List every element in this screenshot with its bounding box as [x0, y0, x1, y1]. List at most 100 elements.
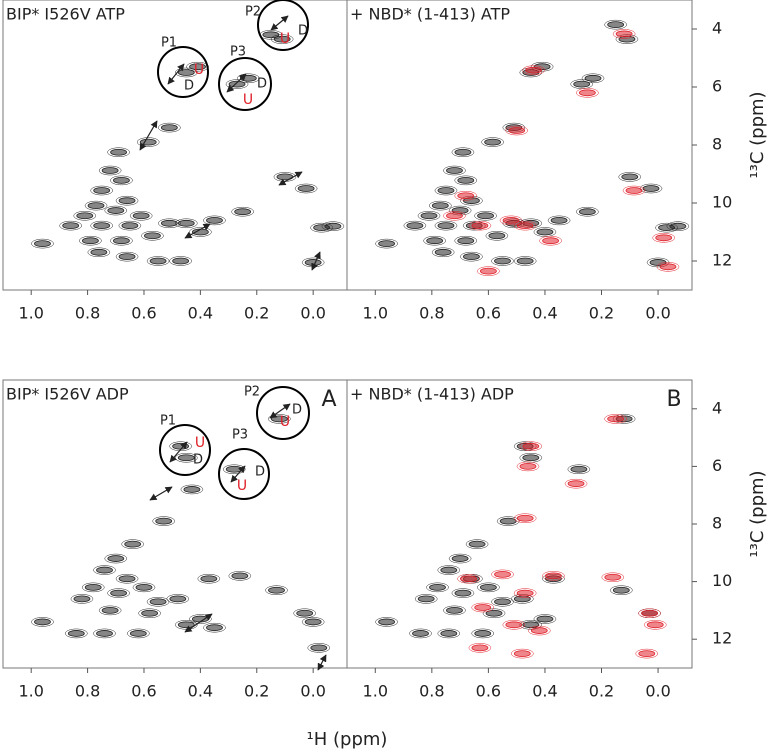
- peak-contour: [601, 572, 625, 583]
- peak: [304, 259, 322, 266]
- peak-contour: [638, 608, 661, 619]
- peak: [516, 514, 534, 522]
- peak: [451, 555, 469, 562]
- x-tick-label: 0.8: [419, 304, 444, 323]
- peak-contour: [482, 608, 506, 619]
- peak-contour: [530, 61, 554, 72]
- peak: [90, 248, 108, 256]
- peak: [93, 222, 111, 230]
- peak: [457, 192, 475, 200]
- peak-contour: [443, 165, 466, 176]
- peak: [584, 74, 602, 82]
- peak-contour: [457, 573, 480, 584]
- annotation: U: [194, 62, 204, 78]
- peak-contour: [426, 582, 449, 593]
- x-tick-label: 0.2: [244, 682, 269, 701]
- peak: [429, 583, 446, 591]
- double-arrow: [311, 251, 321, 271]
- peak: [516, 222, 534, 230]
- peak: [113, 237, 130, 245]
- peak: [76, 212, 94, 220]
- peak-contour: [513, 513, 537, 523]
- annotation: D: [257, 77, 267, 92]
- peak-contour: [104, 553, 128, 564]
- peak-contour: [474, 211, 497, 221]
- peak: [550, 216, 568, 224]
- annotation: U: [280, 414, 290, 430]
- peak-contour: [197, 573, 221, 584]
- peak-contour: [576, 88, 599, 98]
- peak-contour: [539, 235, 562, 246]
- peak-contour: [513, 256, 537, 266]
- peak: [513, 650, 531, 657]
- peak: [578, 208, 596, 216]
- y-tick-label: 10: [712, 193, 732, 212]
- peak: [234, 208, 252, 216]
- peak: [118, 575, 136, 583]
- peak-contour: [93, 565, 116, 575]
- peak-contour: [491, 569, 514, 580]
- peak-contour: [70, 594, 94, 604]
- peak: [378, 240, 395, 248]
- panel: + NBD* (1-413) ATP 1.0 0.8 0.6 0.4 0.2 0.0 4 6 8 1…: [346, 0, 768, 323]
- peak-contour: [87, 247, 111, 258]
- panel-frame: [346, 0, 693, 291]
- peak-contour: [468, 220, 492, 231]
- peak: [206, 216, 223, 224]
- peak-contour: [612, 29, 636, 39]
- peak: [474, 630, 492, 637]
- peak: [460, 575, 477, 583]
- peak: [536, 228, 554, 236]
- peak: [513, 595, 531, 603]
- annotation: P2: [244, 385, 260, 400]
- peak-contour: [203, 215, 226, 226]
- peak: [107, 555, 125, 562]
- peak: [494, 257, 511, 265]
- peak: [268, 586, 285, 594]
- peak-contour: [454, 191, 478, 201]
- peak-contour: [622, 185, 646, 196]
- peak: [160, 219, 178, 227]
- peak-contour: [448, 553, 472, 564]
- peak: [378, 618, 395, 626]
- peak-contour: [431, 247, 455, 258]
- peak-contour: [301, 617, 325, 627]
- x-tick-label: 1.0: [18, 682, 43, 701]
- peak-contour: [454, 235, 478, 246]
- x-tick-label: 0.4: [188, 682, 213, 701]
- peak: [457, 176, 475, 184]
- peak: [522, 442, 540, 450]
- peak: [485, 609, 503, 617]
- peak-contour: [513, 588, 537, 598]
- peak: [440, 566, 458, 574]
- annotation-circle: [157, 46, 209, 98]
- y-tick-label: 4: [712, 398, 722, 417]
- peak-contour: [477, 266, 500, 276]
- double-arrow: [269, 403, 291, 419]
- x-tick-label: 0.0: [645, 304, 670, 323]
- panel-title: BIP* I526V ADP: [6, 385, 129, 404]
- peak: [463, 253, 480, 261]
- double-arrow: [169, 441, 188, 463]
- peak-contour: [31, 238, 54, 249]
- peak: [638, 650, 656, 657]
- peak: [479, 267, 497, 275]
- peak: [479, 583, 497, 591]
- x-tick-label: 0.8: [419, 682, 444, 701]
- double-arrow: [270, 15, 289, 31]
- peak-contour: [231, 206, 254, 217]
- peak-contour: [81, 582, 105, 593]
- annotation: D: [184, 79, 194, 94]
- x-tick-label: 0.0: [300, 682, 325, 701]
- peak-contour: [228, 571, 252, 581]
- peak-contour: [127, 628, 150, 639]
- y-axis-label: ¹³C (ppm): [747, 91, 768, 178]
- peak-contour: [542, 571, 565, 581]
- peak: [172, 442, 190, 450]
- annotation: D: [292, 403, 302, 418]
- peak-contour: [414, 594, 438, 604]
- peak-contour: [511, 648, 534, 659]
- peak: [471, 222, 489, 230]
